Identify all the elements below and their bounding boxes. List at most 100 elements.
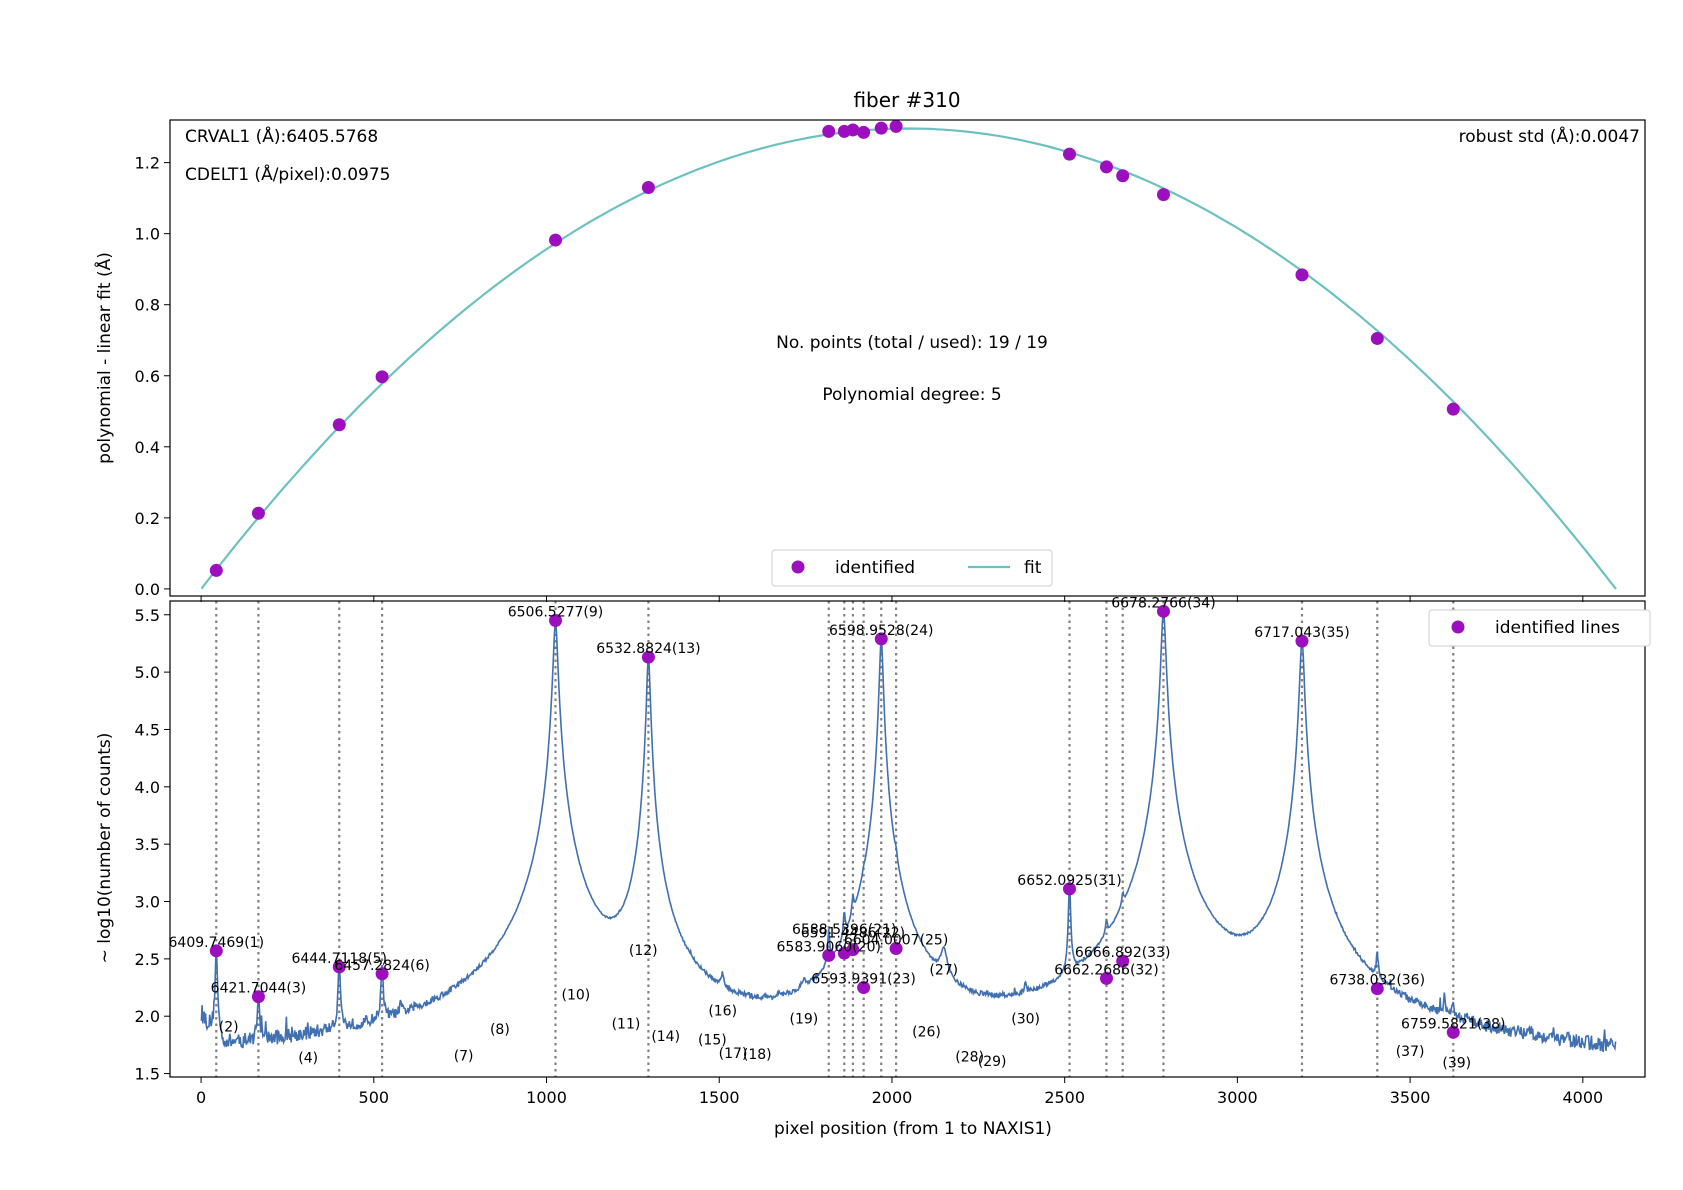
fit-curve xyxy=(200,127,1617,590)
top-y-tick-label: 1.2 xyxy=(135,154,160,173)
line-annotation: 6532.8824(13) xyxy=(596,641,700,657)
line-annotation: 6604.0007(25) xyxy=(844,933,948,949)
legend-identified-lines-label: identified lines xyxy=(1495,618,1620,638)
line-annotation: (30) xyxy=(1011,1012,1040,1028)
identified-line-point xyxy=(251,990,265,1004)
identified-point xyxy=(857,125,871,139)
bottom-y-tick-label: 3.0 xyxy=(135,893,160,912)
line-annotation: 6457.2824(6) xyxy=(334,958,430,974)
line-annotation: (28) xyxy=(955,1050,984,1066)
line-annotation: (2) xyxy=(219,1020,239,1036)
identified-line-markers xyxy=(215,601,1455,1077)
identified-point xyxy=(641,180,655,194)
legend-identified-marker xyxy=(791,560,805,574)
line-annotation: 6666.892(33) xyxy=(1075,945,1171,961)
line-annotation: (7) xyxy=(454,1048,474,1064)
identified-line-point xyxy=(1116,954,1130,968)
top-y-tick-label: 0.2 xyxy=(135,509,160,528)
line-annotation: (10) xyxy=(562,988,591,1004)
top-legend: identified fit xyxy=(771,549,1053,587)
identified-point xyxy=(1370,331,1384,345)
bottom-y-tick-label: 4.5 xyxy=(135,720,160,739)
bottom-y-tick-label: 5.5 xyxy=(135,606,160,625)
bottom-y-axis-label: ~ log10(number of counts) xyxy=(95,733,115,964)
identified-line-point xyxy=(1156,604,1170,618)
identified-line-point xyxy=(1370,982,1384,996)
bottom-y-ticks: 1.5 2.0 2.5 3.0 3.5 4.0 4.5 5.0 5.5 xyxy=(135,606,170,1084)
top-y-ticks: 0.0 0.2 0.4 0.6 0.8 1.0 1.2 xyxy=(135,154,170,599)
identified-point xyxy=(1156,188,1170,202)
line-annotation: (39) xyxy=(1442,1055,1471,1071)
line-annotation: 6421.7044(3) xyxy=(211,981,307,997)
line-annotation: 6717.043(35) xyxy=(1254,625,1350,641)
line-annotation: 6583.9060(20) xyxy=(777,939,881,955)
identified-point xyxy=(846,123,860,137)
identified-point xyxy=(209,563,223,577)
legend-identified-label: identified xyxy=(835,558,915,578)
identified-line-point xyxy=(375,967,389,981)
line-annotation: (16) xyxy=(708,1004,737,1020)
spectrum-line xyxy=(200,611,1617,1053)
identified-line-point xyxy=(641,650,655,664)
line-annotation: (29) xyxy=(978,1054,1007,1070)
identified-line-point xyxy=(846,943,860,957)
line-annotation: (27) xyxy=(929,962,958,978)
bottom-x-tick-label: 2500 xyxy=(1044,1088,1085,1107)
bottom-x-tick-label: 4000 xyxy=(1562,1088,1603,1107)
line-annotation: (14) xyxy=(651,1029,680,1045)
identified-line-point xyxy=(1295,634,1309,648)
line-annotation: 6678.2766(34) xyxy=(1111,595,1215,611)
bottom-frame xyxy=(169,600,1646,1078)
figure-title: fiber #310 xyxy=(853,88,960,112)
bottom-y-tick-label: 4.0 xyxy=(135,778,160,797)
line-annotation: (12) xyxy=(629,943,658,959)
bottom-x-tick-label: 1000 xyxy=(526,1088,567,1107)
top-y-axis-label: polynomial - linear fit (Å) xyxy=(93,252,115,464)
bottom-y-tick-label: 2.0 xyxy=(135,1007,160,1026)
top-y-tick-label: 1.0 xyxy=(135,225,160,244)
top-identified-points xyxy=(209,120,1460,577)
bottom-legend-box xyxy=(1428,609,1651,647)
poly-degree-text: Polynomial degree: 5 xyxy=(822,385,1001,405)
identified-point xyxy=(1099,160,1113,174)
robust-std-text: robust std (Å):0.0047 xyxy=(1459,125,1640,147)
identified-line-point xyxy=(857,981,871,995)
bottom-x-tick-label: 3500 xyxy=(1390,1088,1431,1107)
top-panel: 0.0 0.2 0.4 0.6 0.8 1.0 1.2 polynomial - linea… xyxy=(93,119,1646,602)
identified-line-point xyxy=(1446,1025,1460,1039)
identified-line-point xyxy=(209,944,223,958)
bottom-identified-points xyxy=(209,604,1460,1039)
top-y-tick-label: 0.6 xyxy=(135,367,160,386)
identified-point xyxy=(332,418,346,432)
cdelt1-text: CDELT1 (Å/pixel):0.0975 xyxy=(185,163,391,185)
bottom-x-tick-label: 0 xyxy=(196,1088,206,1107)
bottom-y-tick-label: 5.0 xyxy=(135,663,160,682)
top-frame xyxy=(169,119,1646,597)
identified-line-point xyxy=(874,632,888,646)
line-annotation: (26) xyxy=(912,1024,941,1040)
identified-point xyxy=(375,370,389,384)
npoints-text: No. points (total / used): 19 / 19 xyxy=(776,333,1048,353)
identified-point xyxy=(251,506,265,520)
bottom-y-tick-label: 2.5 xyxy=(135,950,160,969)
identified-point xyxy=(822,124,836,138)
identified-point xyxy=(889,120,903,133)
bottom-legend: identified lines xyxy=(1428,609,1651,647)
identified-point xyxy=(874,121,888,135)
line-annotation: (4) xyxy=(298,1051,318,1067)
top-y-tick-label: 0.8 xyxy=(135,296,160,315)
line-annotation: 6593.9391(23) xyxy=(811,972,915,988)
line-annotation: (11) xyxy=(612,1016,641,1032)
bottom-x-tick-label: 2000 xyxy=(872,1088,913,1107)
identified-line-point xyxy=(1099,971,1113,985)
bottom-panel: 1.5 2.0 2.5 3.0 3.5 4.0 4.5 5.0 5.5 0 500 1000 1500… xyxy=(95,595,1651,1139)
line-annotation: (18) xyxy=(743,1047,772,1063)
line-annotation: (15) xyxy=(698,1032,727,1048)
bottom-x-tick-label: 500 xyxy=(359,1088,390,1107)
top-legend-box xyxy=(771,549,1053,587)
identified-line-point xyxy=(889,942,903,956)
identified-line-point xyxy=(549,613,563,627)
identified-line-point xyxy=(332,960,346,974)
line-annotation: 6738.032(36) xyxy=(1330,973,1426,989)
bottom-x-tick-label: 1500 xyxy=(699,1088,740,1107)
